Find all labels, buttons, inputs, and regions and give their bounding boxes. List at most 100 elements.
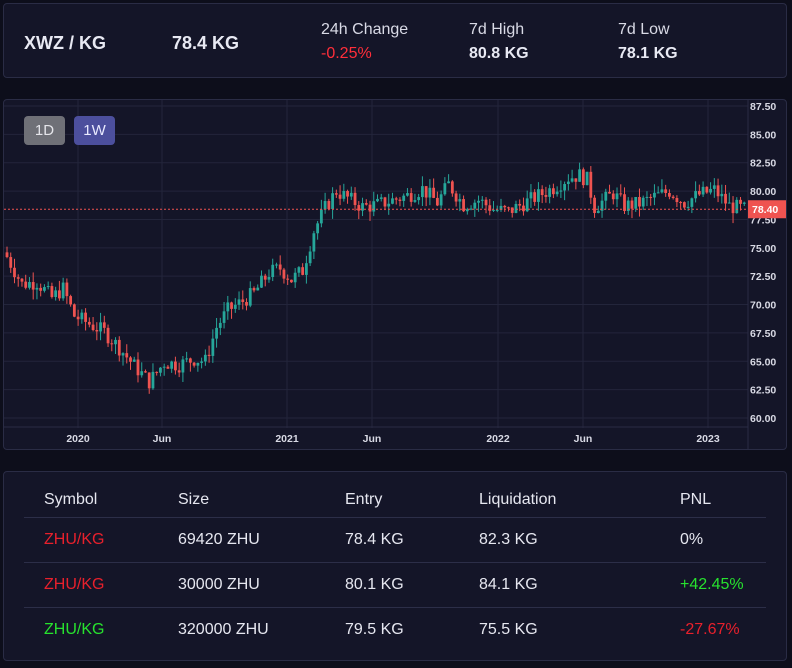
y-tick-label: 60.00 [750, 413, 776, 425]
candle-body [735, 199, 739, 214]
candle-body [226, 302, 230, 312]
header-symbol: Symbol [44, 491, 98, 508]
candle-body [106, 327, 110, 344]
candle-body [563, 184, 567, 191]
candle-body [499, 205, 503, 210]
low-label: 7d Low [618, 21, 670, 38]
candle-body [566, 181, 570, 185]
row-liquidation: 82.3 KG [479, 531, 538, 548]
timeframe-1w-button[interactable]: 1W [74, 116, 115, 145]
candle-body [682, 202, 686, 208]
candle-body [514, 203, 518, 213]
candle-body [203, 354, 207, 362]
candle-body [140, 371, 144, 376]
candle-body [166, 366, 170, 369]
candle-body [409, 193, 413, 202]
candle-body [16, 277, 20, 279]
candle-body [641, 197, 645, 207]
candle-body [383, 197, 387, 207]
candle-body [473, 202, 477, 209]
y-tick-label: 85.00 [750, 129, 776, 141]
candle-body [712, 185, 716, 189]
candle-body [13, 267, 16, 278]
candle-body [185, 358, 189, 360]
x-tick-label: 2021 [275, 433, 299, 445]
candle-body [533, 192, 537, 202]
candle-body [630, 200, 634, 209]
header-entry: Entry [345, 491, 383, 508]
candle-body [54, 290, 58, 297]
candle-body [604, 191, 608, 201]
candle-body [709, 188, 712, 193]
candle-body [492, 209, 495, 211]
candle-body [664, 189, 668, 193]
timeframe-1d-button[interactable]: 1D [24, 116, 65, 145]
candle-body [435, 197, 439, 206]
candle-body [69, 296, 73, 305]
candle-body [286, 278, 290, 280]
candle-body [72, 304, 76, 317]
candle-body [421, 186, 424, 198]
candle-body [447, 181, 451, 184]
candle-body [406, 193, 409, 196]
candle-body [9, 257, 13, 268]
row-divider [24, 562, 766, 563]
candle-body [84, 312, 87, 322]
ticker-bar: XWZ / KG 78.4 KG 24h Change -0.25% 7d Hi… [3, 3, 787, 78]
low-value: 78.1 KG [618, 45, 678, 62]
candle-body [245, 302, 248, 306]
y-tick-label: 82.50 [750, 158, 776, 170]
y-tick-label: 65.00 [750, 356, 776, 368]
candle-body [379, 197, 383, 199]
candle-body [76, 316, 80, 320]
candle-body [540, 189, 544, 196]
x-tick-label: 2023 [696, 433, 720, 445]
row-size: 30000 ZHU [178, 576, 260, 593]
row-symbol[interactable]: ZHU/KG [44, 576, 105, 593]
candle-body [170, 361, 174, 369]
candle-body [256, 287, 260, 291]
row-entry: 79.5 KG [345, 621, 404, 638]
candle-body [271, 264, 275, 278]
candlestick-chart[interactable]: 87.5085.0082.5080.0077.5075.0072.5070.00… [4, 100, 786, 449]
price-chart[interactable]: 87.50 85.00 82.50 80.00 77.50 75.00 72.50 70.00… [3, 99, 787, 450]
candle-body [503, 205, 507, 208]
candle-body [91, 324, 95, 331]
y-tick-label: 72.50 [750, 271, 776, 283]
candle-body [95, 330, 99, 332]
candle-body [353, 192, 357, 206]
candle-body [720, 193, 724, 197]
candle-body [301, 267, 305, 275]
candle-body [215, 327, 218, 339]
row-pnl: +42.45% [680, 576, 744, 593]
candle-body [417, 197, 421, 201]
candle-body [99, 322, 102, 332]
candle-body [327, 201, 331, 210]
candle-body [282, 269, 286, 279]
change-value: -0.25% [321, 45, 372, 62]
row-size: 320000 ZHU [178, 621, 269, 638]
row-symbol[interactable]: ZHU/KG [44, 531, 105, 548]
candle-body [61, 282, 65, 299]
candle-body [31, 282, 35, 290]
candle-body [304, 263, 308, 275]
last-price: 78.4 KG [172, 33, 240, 53]
candle-body [671, 196, 675, 199]
candle-body [376, 198, 379, 202]
candle-body [645, 196, 649, 198]
candle-body [346, 191, 349, 197]
change-label: 24h Change [321, 21, 409, 38]
candle-body [200, 361, 204, 363]
candle-body [649, 196, 653, 198]
candle-body [50, 286, 54, 297]
candle-body [402, 195, 406, 201]
candle-body [574, 178, 578, 182]
row-symbol[interactable]: ZHU/KG [44, 621, 105, 638]
candle-body [615, 193, 619, 200]
candle-body [334, 193, 338, 195]
candle-body [263, 275, 267, 280]
row-liquidation: 84.1 KG [479, 576, 538, 593]
candle-body [570, 178, 574, 182]
candle-body [742, 202, 746, 204]
candle-body [342, 191, 346, 199]
